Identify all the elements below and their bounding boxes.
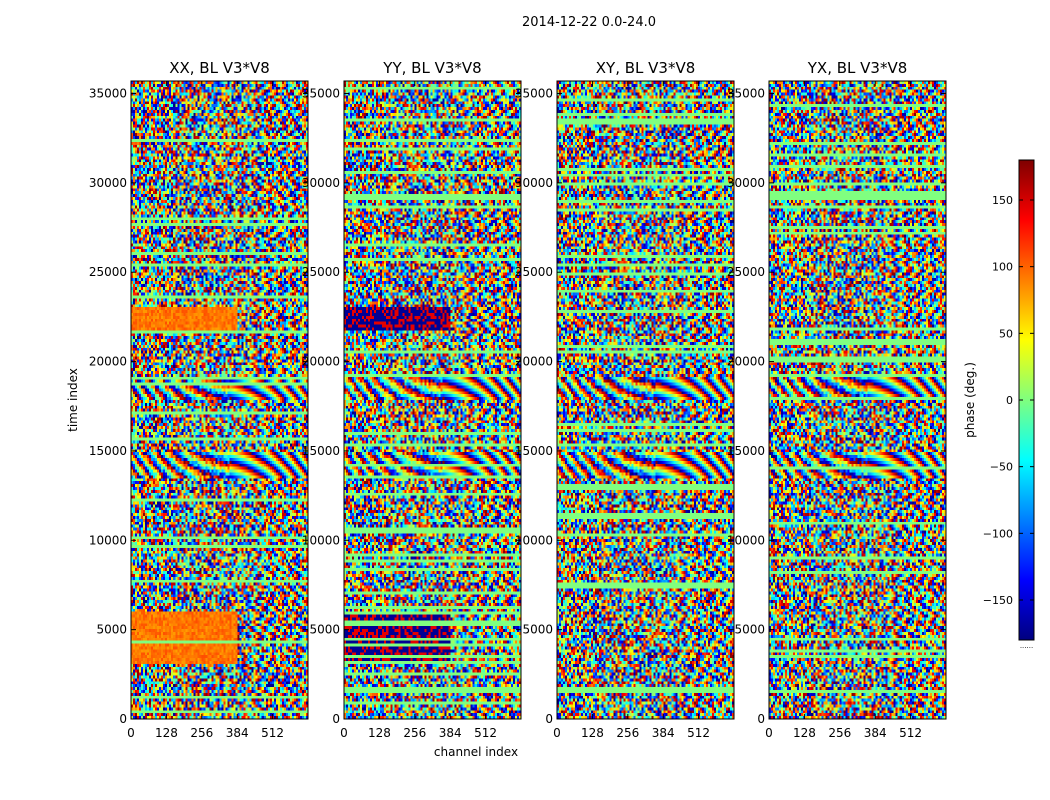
- y-tick-label: 10000: [89, 533, 127, 547]
- y-tick-label: 35000: [515, 87, 553, 101]
- heatmap-panel: YX, BL V3*V8 0 128 256 384 512 0 5000 10000 15000…: [727, 59, 947, 740]
- x-tick-label: 256: [190, 726, 213, 740]
- heatmap-panels: XX, BL V3*V8 0 128 256 384 512 0 5000 10000 15000…: [89, 59, 947, 740]
- heatmap-panel: XY, BL V3*V8 0 128 256 384 512 0 5000 10000 15000…: [515, 59, 735, 740]
- x-tick-label: 0: [765, 726, 773, 740]
- y-tick-label: 35000: [89, 87, 127, 101]
- y-tick-label: 10000: [515, 533, 553, 547]
- x-tick-label: 512: [687, 726, 710, 740]
- y-tick-label: 35000: [727, 87, 765, 101]
- colorbar-tick-label: 0: [1006, 394, 1013, 407]
- figure-title: 2014-12-22 0.0-24.0: [522, 15, 656, 30]
- y-tick-label: 15000: [89, 444, 127, 458]
- x-tick-label: 128: [793, 726, 816, 740]
- y-tick-label: 25000: [727, 265, 765, 279]
- colorbar-tick-label: −150: [983, 594, 1013, 607]
- y-tick-label: 5000: [96, 623, 127, 637]
- x-tick-label: 384: [439, 726, 462, 740]
- panel-frame: [556, 80, 735, 720]
- x-tick-label: 512: [261, 726, 284, 740]
- x-tick-label: 256: [828, 726, 851, 740]
- x-tick-label: 512: [899, 726, 922, 740]
- y-tick-label: 25000: [89, 265, 127, 279]
- y-tick-label: 30000: [89, 176, 127, 190]
- x-tick-label: 384: [864, 726, 887, 740]
- y-tick-label: 30000: [727, 176, 765, 190]
- heatmap-image: [769, 81, 946, 719]
- x-tick-label: 384: [652, 726, 675, 740]
- y-tick-label: 0: [545, 712, 553, 726]
- heatmap-image: [131, 81, 308, 719]
- x-axis-label: channel index: [434, 745, 518, 759]
- y-tick-label: 5000: [734, 623, 765, 637]
- panel-frame: [343, 80, 522, 720]
- y-tick-label: 35000: [302, 87, 340, 101]
- heatmap-image: [344, 81, 521, 719]
- y-tick-label: 20000: [727, 355, 765, 369]
- colorbar: 150 100 50 0 −50 −100 −150 phase (deg.)......: [963, 159, 1035, 650]
- y-tick-label: 15000: [515, 444, 553, 458]
- colorbar-tick-label: −50: [990, 461, 1013, 474]
- panel-title: YX, BL V3*V8: [807, 59, 908, 77]
- x-tick-label: 256: [403, 726, 426, 740]
- panel-frame: [768, 80, 947, 720]
- y-tick-label: 0: [332, 712, 340, 726]
- y-tick-label: 10000: [727, 533, 765, 547]
- y-tick-label: 15000: [727, 444, 765, 458]
- panel-title: XX, BL V3*V8: [169, 59, 270, 77]
- heatmap-panel: YY, BL V3*V8 0 128 256 384 512 0 5000 10000 15000…: [302, 59, 522, 740]
- colorbar-tick-label: 100: [992, 261, 1013, 274]
- colorbar-tick-label: 150: [992, 194, 1013, 207]
- y-tick-label: 25000: [302, 265, 340, 279]
- panel-title: XY, BL V3*V8: [596, 59, 696, 77]
- y-tick-label: 30000: [515, 176, 553, 190]
- y-tick-label: 0: [757, 712, 765, 726]
- x-tick-label: 0: [553, 726, 561, 740]
- x-tick-label: 0: [127, 726, 135, 740]
- heatmap-panel: XX, BL V3*V8 0 128 256 384 512 0 5000 10000 15000…: [89, 59, 309, 740]
- y-tick-label: 30000: [302, 176, 340, 190]
- x-tick-label: 128: [155, 726, 178, 740]
- x-tick-label: 384: [226, 726, 249, 740]
- y-tick-label: 10000: [302, 533, 340, 547]
- y-tick-label: 20000: [302, 355, 340, 369]
- y-tick-label: 0: [119, 712, 127, 726]
- colorbar-tick-label: 50: [999, 327, 1013, 340]
- x-tick-label: 256: [616, 726, 639, 740]
- y-tick-label: 20000: [89, 355, 127, 369]
- y-tick-label: 25000: [515, 265, 553, 279]
- y-axis-label: time index: [66, 368, 80, 432]
- x-tick-label: 128: [581, 726, 604, 740]
- x-tick-label: 0: [340, 726, 348, 740]
- x-tick-label: 512: [474, 726, 497, 740]
- colorbar-label: phase (deg.): [963, 362, 977, 438]
- y-tick-label: 5000: [309, 623, 340, 637]
- panel-title: YY, BL V3*V8: [382, 59, 481, 77]
- y-tick-label: 20000: [515, 355, 553, 369]
- colorbar-footer: ......: [1020, 642, 1033, 650]
- panel-frame: [130, 80, 309, 720]
- colorbar-tick-label: −100: [983, 527, 1013, 540]
- heatmap-image: [557, 81, 734, 719]
- y-tick-label: 5000: [522, 623, 553, 637]
- y-tick-label: 15000: [302, 444, 340, 458]
- x-tick-label: 128: [368, 726, 391, 740]
